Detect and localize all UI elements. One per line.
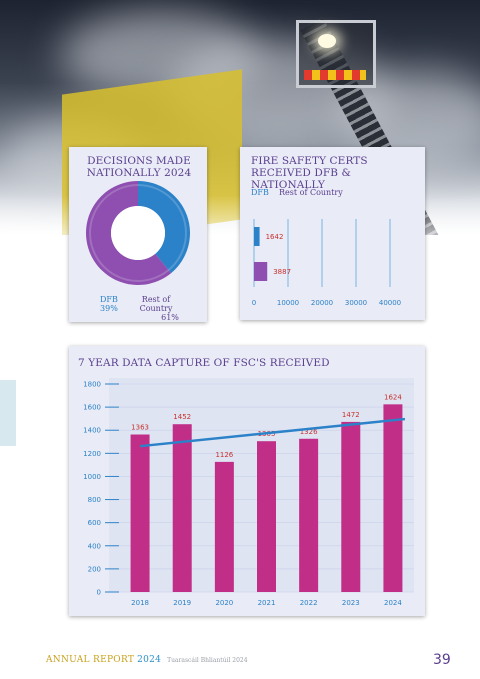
column-bar-2022: [299, 438, 319, 592]
legend-rest-value: 61%: [161, 313, 179, 322]
column-category-label: 2023: [342, 599, 360, 607]
ytick-label: 1800: [83, 381, 101, 389]
column-bar-2018: [130, 434, 150, 592]
ytick-label: 1400: [83, 427, 101, 435]
hbar-tick-label: 40000: [379, 299, 401, 307]
donut-inner-ring: [89, 184, 187, 282]
column-bar-2019: [172, 424, 192, 592]
ytick-label: 800: [88, 496, 101, 504]
hbar-value-label: 3887: [273, 268, 291, 276]
column-category-label: 2018: [131, 599, 149, 607]
decisions-title: DECISIONS MADE NATIONALLY 2024: [86, 155, 192, 179]
column-chart: 0 200 400 600 800 1000 1200 1400 1600 1800 1363 201…: [83, 378, 414, 607]
footer-title: ANNUAL REPORT 2024 Tuarascáil Bhliantúil…: [46, 655, 248, 665]
hbar-tick-label: 10000: [277, 299, 299, 307]
trendline: [139, 417, 406, 448]
column-value-label: 1126: [215, 451, 233, 459]
legend-dfb-label: DFB: [100, 295, 118, 304]
legend-dfb: DFB 39%: [100, 295, 118, 313]
hazard-stripe: [304, 70, 366, 80]
hbar-tick-label: 0: [252, 299, 256, 307]
footer-annual-report: ANNUAL REPORT: [46, 655, 135, 665]
hbar-value-label: 1642: [266, 233, 284, 241]
column-category-label: 2021: [258, 599, 276, 607]
ytick-label: 200: [88, 565, 101, 573]
legend-dfb-value: 39%: [100, 304, 118, 313]
donut-chart: [86, 181, 190, 285]
legend-rest-h: Rest of Country: [279, 188, 343, 197]
column-value-label: 1326: [300, 428, 318, 436]
column-category-label: 2022: [300, 599, 318, 607]
seven-year-title: 7 YEAR DATA CAPTURE OF FSC'S RECEIVED: [78, 357, 330, 369]
certs-card: FIRE SAFETY CERTS RECEIVED DFB & NATIONA…: [240, 147, 425, 320]
page-number: 39: [433, 652, 451, 668]
ytick-label: 600: [88, 519, 101, 527]
floodlight: [318, 34, 336, 48]
column-bar-2023: [341, 421, 361, 592]
column-value-label: 1363: [131, 423, 149, 431]
ytick-label: 1200: [83, 450, 101, 458]
column-category-label: 2020: [215, 599, 233, 607]
ytick-label: 0: [97, 589, 101, 597]
donut-slice-rest-of-country: [86, 181, 172, 285]
decisions-card: DECISIONS MADE NATIONALLY 2024 DFB 39% R…: [69, 147, 207, 322]
hbar-dfb: [254, 227, 260, 246]
donut-hole: [111, 206, 165, 260]
hbar-rest-of-country: [254, 262, 268, 281]
column-value-label: 1452: [173, 413, 191, 421]
ytick-label: 1000: [83, 473, 101, 481]
ytick-label: 400: [88, 542, 101, 550]
column-bar-2020: [214, 461, 234, 592]
legend-rest: Rest of Country 61%: [126, 295, 186, 322]
seven-year-card: 7 YEAR DATA CAPTURE OF FSC'S RECEIVED 0 2…: [69, 346, 425, 616]
hbar-tick-label: 30000: [345, 299, 367, 307]
ytick-label: 1600: [83, 404, 101, 412]
donut-slice-dfb: [138, 181, 190, 274]
column-value-label: 1624: [384, 393, 402, 401]
column-bar-2024: [383, 404, 403, 592]
column-value-label: 1472: [342, 411, 360, 419]
legend-rest-label: Rest of Country: [139, 295, 173, 313]
certs-title: FIRE SAFETY CERTS RECEIVED DFB & NATIONA…: [251, 155, 368, 191]
footer-subtitle: Tuarascáil Bhliantúil 2024: [167, 657, 248, 664]
footer-year: 2024: [137, 655, 162, 665]
hbar-chart: 0 10000 20000 30000 40000 1642 3887: [252, 219, 401, 307]
legend-dfb-h: DFB: [251, 188, 269, 197]
hbar-tick-label: 20000: [311, 299, 333, 307]
column-bar-2021: [257, 441, 276, 592]
column-category-label: 2024: [384, 599, 402, 607]
column-category-label: 2019: [173, 599, 191, 607]
side-accent: [0, 380, 16, 446]
